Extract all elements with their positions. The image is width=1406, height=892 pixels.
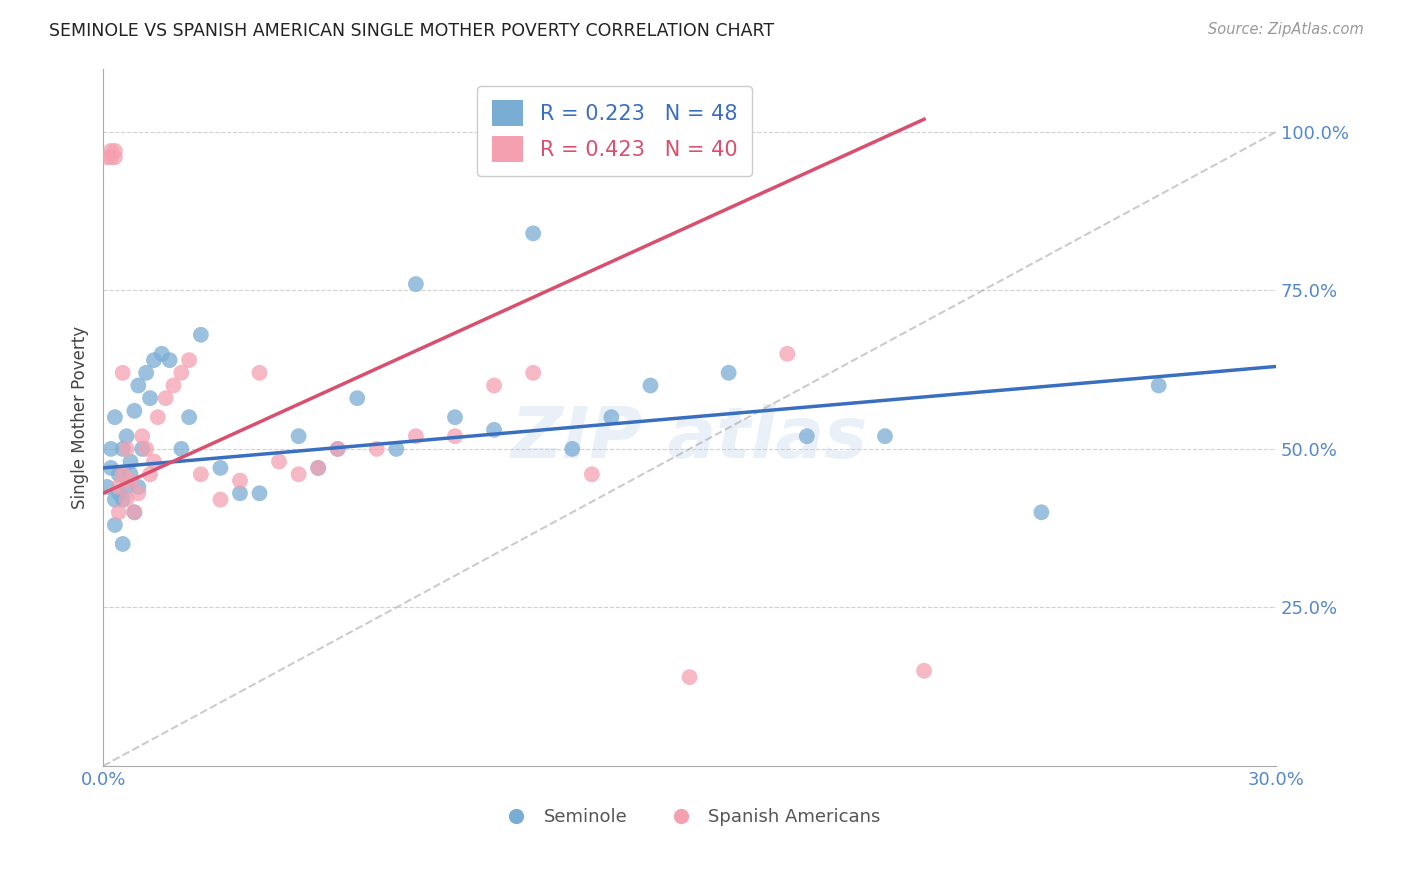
Point bbox=[678, 670, 700, 684]
Point bbox=[150, 347, 173, 361]
Point bbox=[111, 366, 134, 380]
Point bbox=[115, 442, 138, 456]
Point bbox=[111, 467, 134, 482]
Point bbox=[561, 442, 583, 456]
Point bbox=[179, 353, 201, 368]
Point bbox=[190, 327, 212, 342]
Point bbox=[100, 442, 122, 456]
Point bbox=[346, 391, 368, 405]
Point bbox=[142, 353, 165, 368]
Point bbox=[131, 429, 153, 443]
Point bbox=[104, 144, 127, 158]
Point bbox=[1147, 378, 1170, 392]
Point bbox=[444, 410, 467, 425]
Point bbox=[100, 144, 122, 158]
Point bbox=[287, 429, 309, 443]
Point bbox=[640, 378, 662, 392]
Point bbox=[385, 442, 408, 456]
Point bbox=[135, 442, 157, 456]
Point bbox=[124, 505, 146, 519]
Point bbox=[120, 467, 142, 482]
Point bbox=[131, 442, 153, 456]
Point bbox=[127, 480, 149, 494]
Point bbox=[115, 480, 138, 494]
Point bbox=[522, 227, 544, 241]
Point bbox=[104, 410, 127, 425]
Point bbox=[229, 486, 252, 500]
Point bbox=[405, 429, 427, 443]
Point bbox=[776, 347, 799, 361]
Point bbox=[405, 277, 427, 291]
Point bbox=[162, 378, 184, 392]
Point bbox=[111, 492, 134, 507]
Point bbox=[717, 366, 740, 380]
Point bbox=[326, 442, 349, 456]
Point bbox=[107, 505, 129, 519]
Point bbox=[307, 461, 329, 475]
Point bbox=[326, 442, 349, 456]
Point bbox=[209, 492, 232, 507]
Point bbox=[124, 404, 146, 418]
Point bbox=[600, 410, 623, 425]
Point bbox=[1031, 505, 1053, 519]
Point bbox=[444, 429, 467, 443]
Point bbox=[127, 486, 149, 500]
Point bbox=[111, 442, 134, 456]
Point bbox=[100, 150, 122, 164]
Point bbox=[96, 150, 118, 164]
Text: Source: ZipAtlas.com: Source: ZipAtlas.com bbox=[1208, 22, 1364, 37]
Point bbox=[366, 442, 388, 456]
Point bbox=[159, 353, 181, 368]
Point bbox=[190, 467, 212, 482]
Point bbox=[209, 461, 232, 475]
Point bbox=[287, 467, 309, 482]
Point bbox=[139, 391, 162, 405]
Point bbox=[115, 429, 138, 443]
Text: ZIP atlas: ZIP atlas bbox=[510, 403, 868, 473]
Point bbox=[912, 664, 935, 678]
Point bbox=[522, 366, 544, 380]
Point bbox=[135, 366, 157, 380]
Point bbox=[127, 378, 149, 392]
Legend: Seminole, Spanish Americans: Seminole, Spanish Americans bbox=[491, 801, 889, 833]
Point bbox=[139, 467, 162, 482]
Point bbox=[104, 492, 127, 507]
Point bbox=[120, 454, 142, 468]
Point bbox=[107, 467, 129, 482]
Point bbox=[482, 423, 505, 437]
Point bbox=[142, 454, 165, 468]
Point bbox=[104, 518, 127, 533]
Point bbox=[146, 410, 169, 425]
Point bbox=[124, 505, 146, 519]
Point bbox=[170, 442, 193, 456]
Point bbox=[796, 429, 818, 443]
Point bbox=[482, 378, 505, 392]
Point bbox=[873, 429, 896, 443]
Point bbox=[111, 537, 134, 551]
Point bbox=[155, 391, 177, 405]
Y-axis label: Single Mother Poverty: Single Mother Poverty bbox=[72, 326, 89, 508]
Point bbox=[100, 461, 122, 475]
Point bbox=[96, 480, 118, 494]
Point bbox=[249, 486, 271, 500]
Point bbox=[120, 474, 142, 488]
Point bbox=[307, 461, 329, 475]
Point bbox=[107, 486, 129, 500]
Point bbox=[115, 492, 138, 507]
Point bbox=[249, 366, 271, 380]
Point bbox=[581, 467, 603, 482]
Text: SEMINOLE VS SPANISH AMERICAN SINGLE MOTHER POVERTY CORRELATION CHART: SEMINOLE VS SPANISH AMERICAN SINGLE MOTH… bbox=[49, 22, 775, 40]
Point bbox=[104, 150, 127, 164]
Point bbox=[170, 366, 193, 380]
Point bbox=[229, 474, 252, 488]
Point bbox=[107, 480, 129, 494]
Point bbox=[179, 410, 201, 425]
Point bbox=[267, 454, 290, 468]
